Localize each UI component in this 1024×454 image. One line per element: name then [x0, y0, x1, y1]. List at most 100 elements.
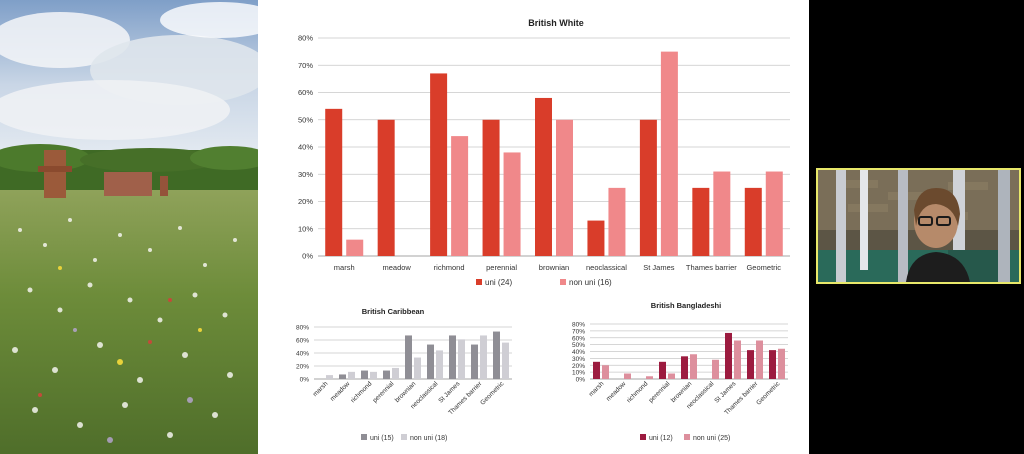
british-caribbean-bar-uni: [493, 331, 500, 379]
british-white-y-tick-label: 20%: [298, 197, 313, 206]
british-bangladeshi-x-tick-label: perennial: [648, 380, 672, 404]
british-white-legend-swatch: [560, 279, 566, 285]
british-bangladeshi-y-tick-label: 0%: [576, 377, 586, 384]
british-white-bar-non-uni: [556, 119, 573, 256]
british-bangladeshi-bar-non-uni: [624, 373, 631, 379]
british-caribbean-x-tick-label: marsh: [312, 380, 330, 398]
british-white-bar-uni: [482, 119, 500, 256]
british-white-legend-label: uni (24): [485, 278, 512, 287]
british-white-bar-non-uni: [713, 171, 731, 256]
british-white-title: British White: [528, 18, 584, 28]
british-bangladeshi-y-tick-label: 40%: [572, 349, 585, 356]
british-white-x-tick-label: marsh: [334, 263, 355, 272]
british-bangladeshi-y-tick-label: 30%: [572, 356, 585, 363]
british-caribbean-legend-label: non uni (18): [410, 435, 447, 442]
british-white-bar-uni: [377, 119, 395, 256]
british-caribbean-x-tick-label: richmond: [350, 380, 374, 404]
british-caribbean-bar-non-uni: [370, 371, 377, 379]
british-white-bar-uni: [744, 187, 762, 256]
british-caribbean-title: British Caribbean: [362, 307, 425, 316]
british-bangladeshi-bar-non-uni: [734, 340, 741, 379]
british-white-bar-uni: [325, 108, 343, 256]
british-caribbean-bar-uni: [361, 370, 368, 379]
british-white-x-tick-label: Thames barrier: [686, 263, 737, 272]
british-white-bar-uni: [535, 97, 552, 256]
british-caribbean-y-tick-label: 60%: [296, 338, 309, 345]
charts-canvas: British White0%10%20%30%40%50%60%70%80%m…: [296, 18, 790, 442]
british-bangladeshi-y-tick-label: 20%: [572, 363, 585, 370]
british-white-bar-non-uni: [451, 136, 469, 256]
british-bangladeshi-chart: British Bangladeshi 0%10%20%30%40%50%60%7…: [572, 301, 788, 442]
british-white-bar-uni: [639, 119, 657, 256]
british-white-y-tick-label: 10%: [298, 224, 313, 233]
british-caribbean-bar-uni: [449, 335, 456, 379]
british-white-x-tick-label: richmond: [434, 263, 465, 272]
british-white-bar-non-uni: [660, 51, 678, 256]
british-caribbean-y-tick-label: 0%: [300, 377, 310, 384]
british-white-bar-uni: [587, 220, 605, 256]
british-bangladeshi-bar-uni: [747, 350, 754, 379]
british-white-x-tick-label: perennial: [486, 263, 517, 272]
british-bangladeshi-y-tick-label: 50%: [572, 342, 585, 349]
british-bangladeshi-bar-non-uni: [690, 354, 697, 379]
british-white-x-tick-label: neoclassical: [586, 263, 627, 272]
british-caribbean-bar-non-uni: [348, 371, 355, 379]
british-caribbean-y-tick-label: 40%: [296, 351, 309, 358]
british-bangladeshi-bar-non-uni: [778, 348, 785, 379]
british-caribbean-bar-uni: [427, 344, 434, 379]
british-caribbean-bar-non-uni: [326, 375, 333, 379]
british-bangladeshi-bar-non-uni: [602, 365, 609, 379]
british-caribbean-x-tick-label: Geometric: [479, 380, 506, 407]
british-white-chart: British White 0% 10% 20% 30% 40% 50% 60% 70% 80% m…: [298, 18, 790, 287]
meadow-landscape-photo: [0, 0, 258, 454]
british-caribbean-bar-non-uni: [392, 367, 399, 379]
british-caribbean-y-tick-label: 20%: [296, 364, 309, 371]
british-white-bar-non-uni: [346, 239, 364, 256]
british-bangladeshi-bar-non-uni: [668, 373, 675, 379]
british-caribbean-y-tick-label: 80%: [296, 325, 309, 332]
british-caribbean-x-tick-label: perennial: [372, 380, 396, 404]
british-bangladeshi-x-tick-label: marsh: [588, 380, 606, 398]
british-white-legend-label: non uni (16): [569, 278, 612, 287]
british-white-y-tick-label: 80%: [298, 34, 313, 43]
british-bangladeshi-x-tick-label: richmond: [626, 380, 650, 404]
british-caribbean-bar-uni: [383, 370, 390, 379]
british-bangladeshi-y-tick-label: 10%: [572, 370, 585, 377]
british-white-y-tick-label: 70%: [298, 61, 313, 70]
british-caribbean-bar-uni: [339, 374, 346, 379]
british-white-y-tick-label: 30%: [298, 170, 313, 179]
british-white-y-tick-label: 50%: [298, 115, 313, 124]
british-white-x-tick-label: meadow: [382, 263, 411, 272]
british-caribbean-bar-uni: [405, 335, 412, 379]
british-bangladeshi-legend-swatch: [640, 434, 646, 440]
british-caribbean-bar-non-uni: [436, 350, 443, 379]
british-caribbean-bar-non-uni: [458, 339, 465, 379]
british-bangladeshi-bar-uni: [593, 361, 600, 379]
british-white-legend-swatch: [476, 279, 482, 285]
british-caribbean-legend-swatch: [401, 434, 407, 440]
british-bangladeshi-bar-non-uni: [712, 359, 719, 379]
british-white-bar-non-uni: [765, 171, 783, 256]
british-caribbean-legend-label: uni (15): [370, 435, 394, 442]
british-white-x-tick-label: St James: [643, 263, 675, 272]
british-white-x-tick-label: Geometric: [746, 263, 781, 272]
british-caribbean-bar-non-uni: [414, 357, 421, 379]
british-bangladeshi-y-tick-label: 80%: [572, 322, 585, 329]
british-white-y-tick-label: 40%: [298, 143, 313, 152]
presenter-video-feed: [816, 168, 1021, 284]
british-bangladeshi-bar-uni: [725, 332, 732, 379]
british-white-bar-uni: [430, 73, 448, 256]
british-caribbean-legend-swatch: [361, 434, 367, 440]
british-bangladeshi-y-tick-label: 70%: [572, 328, 585, 335]
british-white-x-tick-label: brownian: [539, 263, 569, 272]
british-white-y-tick-label: 60%: [298, 88, 313, 97]
british-white-bar-non-uni: [503, 152, 521, 256]
british-white-bar-non-uni: [608, 187, 626, 256]
british-caribbean-bar-non-uni: [480, 335, 487, 379]
british-bangladeshi-bar-non-uni: [756, 340, 763, 379]
british-bangladeshi-legend-label: non uni (25): [693, 435, 730, 442]
british-white-y-tick-label: 0%: [302, 252, 313, 261]
british-bangladeshi-legend-swatch: [684, 434, 690, 440]
british-bangladeshi-bar-uni: [769, 350, 776, 379]
british-caribbean-bar-non-uni: [502, 342, 509, 379]
